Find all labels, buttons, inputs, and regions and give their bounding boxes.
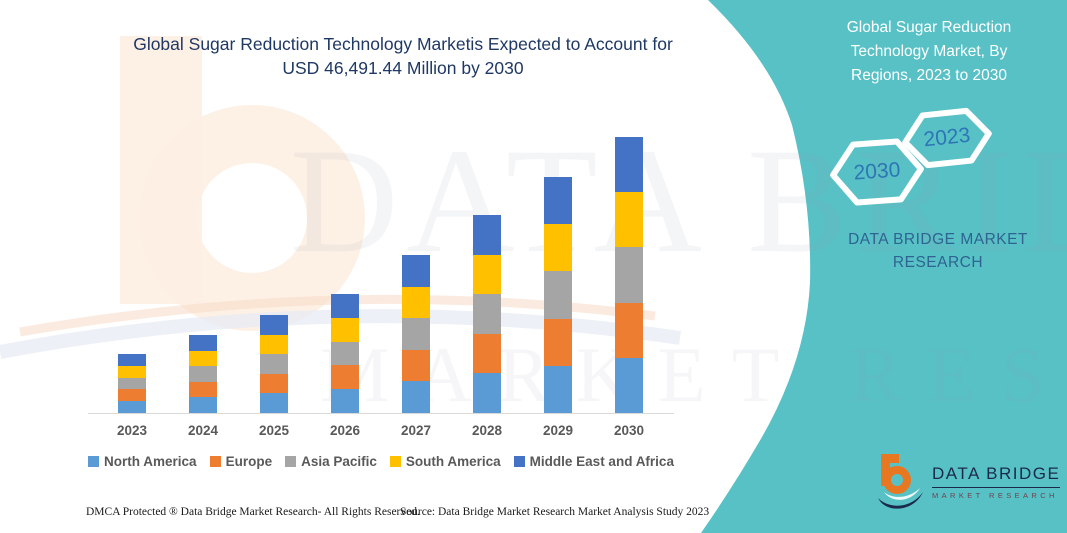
legend-label: Europe [225,454,273,469]
hexagon-outline-icon [830,138,924,206]
stacked-bar-2029 [544,177,572,413]
watermark-text-market-research: MARKET RESEARCH [320,331,1067,418]
hexagon-badge-2023: 2023 [900,106,993,171]
bar-segment-south-america-2023 [118,365,146,378]
logo-subname: MARKET RESEARCH [932,491,1058,500]
bar-segment-asia-pacific-2030 [615,247,643,303]
legend-swatch-icon [209,456,221,467]
stacked-bar-2030 [615,137,643,413]
source-attribution-text: Source: Data Bridge Market Research Mark… [400,506,710,518]
x-axis-label-2024: 2024 [187,423,219,438]
chart-title-line1: Global Sugar Reduction Technology Market… [133,34,673,54]
bar-segment-south-america-2026 [331,317,359,342]
bar-segment-north-america-2029 [544,365,572,413]
stacked-bar-2028 [473,215,501,413]
dmca-copyright-text: DMCA Protected ® Data Bridge Market Rese… [86,506,420,518]
bar-segment-north-america-2024 [189,397,217,413]
panel-brand-text: DATA BRIDGE MARKET RESEARCH [848,231,1028,272]
bar-segment-south-america-2030 [615,192,643,248]
bar-segment-middle-east-and-africa-2028 [473,215,501,255]
logo-name: DATA BRIDGE [932,464,1061,488]
bar-segment-middle-east-and-africa-2023 [118,354,146,366]
panel-heading: Global Sugar Reduction Technology Market… [846,19,1012,85]
legend-label: North America [104,454,197,469]
bar-segment-europe-2026 [331,365,359,390]
x-axis-label-2025: 2025 [258,423,290,438]
legend-swatch-icon [389,456,401,467]
bar-segment-south-america-2025 [260,334,288,355]
legend-item-north-america: North America [88,454,197,469]
x-axis-label-2028: 2028 [471,423,503,438]
bar-segment-middle-east-and-africa-2027 [402,255,430,287]
x-axis-line [88,413,674,414]
x-axis-label-2029: 2029 [542,423,574,438]
data-bridge-b-icon [878,454,923,509]
bar-segment-north-america-2028 [473,373,501,413]
hexagon-outline-icon [902,107,992,169]
bar-segment-north-america-2030 [615,357,643,413]
data-bridge-logo: DATA BRIDGE MARKET RESEARCH [876,450,1061,514]
bar-segment-north-america-2025 [260,393,288,413]
bar-segment-middle-east-and-africa-2025 [260,315,288,335]
legend-item-middle-east-and-africa: Middle East and Africa [513,454,674,469]
bar-segment-europe-2023 [118,389,146,402]
legend-item-europe: Europe [209,454,273,469]
stacked-bar-2023 [118,354,146,413]
legend-swatch-icon [88,456,100,467]
x-axis-label-2027: 2027 [400,423,432,438]
chart-title: Global Sugar Reduction Technology Market… [108,33,698,80]
bar-segment-north-america-2026 [331,389,359,413]
bar-segment-south-america-2027 [402,286,430,319]
legend-swatch-icon [513,456,525,467]
bar-segment-asia-pacific-2028 [473,294,501,334]
bar-segment-asia-pacific-2024 [189,366,217,382]
bar-segment-south-america-2029 [544,224,572,272]
bar-segment-europe-2024 [189,381,217,398]
x-axis-label-2026: 2026 [329,423,361,438]
bar-segment-south-america-2028 [473,254,501,295]
bar-segment-north-america-2027 [402,381,430,413]
x-axis-label-2030: 2030 [613,423,645,438]
legend-label: South America [405,454,501,469]
stacked-bar-2026 [331,294,359,413]
hexagon-badge-2030: 2030 [829,136,925,208]
chart-title-line2: USD 46,491.44 Million by 2030 [282,57,524,78]
stacked-bar-2027 [402,255,430,413]
bar-segment-middle-east-and-africa-2024 [189,335,217,351]
hexagon-year-2030: 2030 [852,158,902,185]
legend-item-asia-pacific: Asia Pacific [285,454,377,469]
bar-segment-europe-2028 [473,333,501,374]
bar-segment-europe-2027 [402,349,430,382]
bar-segment-middle-east-and-africa-2026 [331,294,359,318]
chart-legend: North America Europe Asia Pacific South Ame… [85,454,677,469]
legend-swatch-icon [285,456,297,467]
stacked-bar-2025 [260,315,288,413]
legend-label: Middle East and Africa [529,454,674,469]
bar-segment-europe-2025 [260,373,288,394]
legend-label: Asia Pacific [301,454,377,469]
bar-segment-asia-pacific-2023 [118,377,146,390]
legend-item-south-america: South America [389,454,501,469]
bar-segment-asia-pacific-2026 [331,341,359,366]
bar-segment-asia-pacific-2029 [544,271,572,319]
bar-segment-north-america-2023 [118,401,146,413]
bar-segment-south-america-2024 [189,350,217,367]
bar-segment-asia-pacific-2027 [402,318,430,350]
bar-segment-europe-2030 [615,302,643,358]
bar-segment-middle-east-and-africa-2030 [615,137,643,193]
bar-segment-middle-east-and-africa-2029 [544,177,572,225]
stacked-bar-2024 [189,335,217,413]
logo-text-block: DATA BRIDGE MARKET RESEARCH [932,450,1061,500]
bar-segment-asia-pacific-2025 [260,354,288,374]
bar-segment-europe-2029 [544,318,572,366]
x-axis-label-2023: 2023 [116,423,148,438]
